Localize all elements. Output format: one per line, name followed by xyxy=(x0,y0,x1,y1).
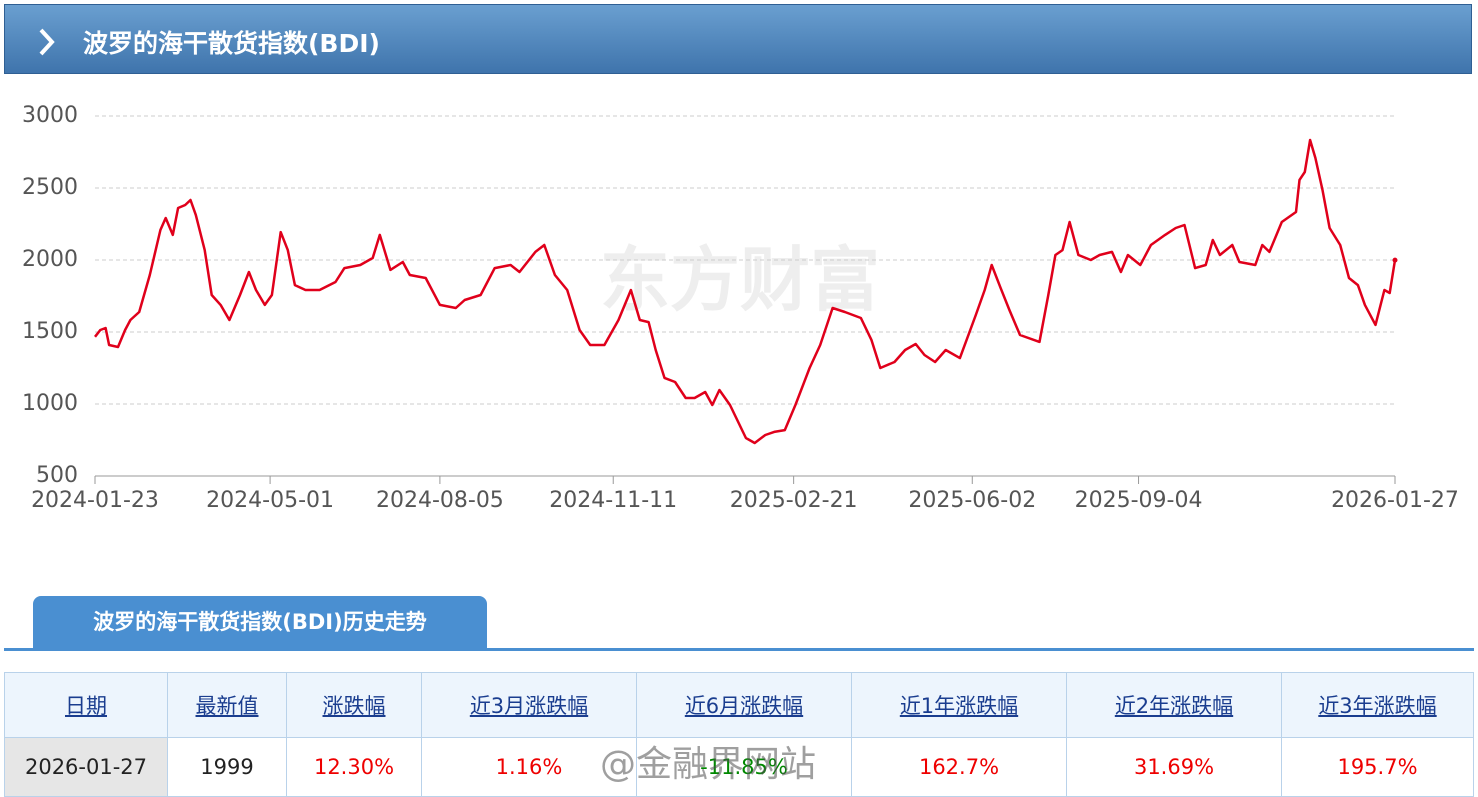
chevron-icon xyxy=(39,28,55,56)
column-header[interactable]: 近6月涨跌幅 xyxy=(636,672,852,738)
cell: 1999 xyxy=(167,737,287,797)
cell: 31.69% xyxy=(1066,737,1282,797)
data-row: 2026-01-27 1999 12.30% 1.16% -11.85% 162… xyxy=(4,737,1474,797)
column-header[interactable]: 最新值 xyxy=(167,672,287,738)
last-point xyxy=(1392,257,1398,263)
column-header[interactable]: 涨跌幅 xyxy=(286,672,422,738)
column-header[interactable]: 近2年涨跌幅 xyxy=(1066,672,1282,738)
x-tick-label: 2025-02-21 xyxy=(730,488,858,513)
y-tick-label: 1500 xyxy=(22,319,78,344)
tab[interactable]: 波罗的海干散货指数(BDI)历史走势 xyxy=(33,596,487,649)
line xyxy=(94,138,1397,445)
cell: 162.7% xyxy=(851,737,1067,797)
y-tick-label: 3000 xyxy=(22,103,78,128)
y-tick-label: 1000 xyxy=(22,391,78,416)
history-table: 日期 最新值 涨跌幅 近3月涨跌幅 近6月涨跌幅 近1年涨跌幅 近2年涨跌幅 近… xyxy=(4,672,1474,797)
x-tick-label: 2024-08-05 xyxy=(376,488,504,513)
y-tick-label: 2500 xyxy=(22,175,78,200)
y-tick-label: 2000 xyxy=(22,247,78,272)
x-tick-label: 2024-11-11 xyxy=(549,488,677,513)
cell: -11.85% xyxy=(636,737,852,797)
x-tick-label: 2024-01-23 xyxy=(31,488,159,513)
y-tick-label: 500 xyxy=(36,463,78,488)
x-tick-label: 2024-05-01 xyxy=(206,488,334,513)
cell: 1.16% xyxy=(421,737,637,797)
cell: 2026-01-27 xyxy=(4,737,168,797)
tab-underline xyxy=(4,648,1474,651)
column-header[interactable]: 近3月涨跌幅 xyxy=(421,672,637,738)
header-title: 波罗的海干散货指数(BDI) xyxy=(83,29,380,58)
x-tick-label: 2025-09-04 xyxy=(1075,488,1203,513)
cell: 195.7% xyxy=(1281,737,1474,797)
cell: 12.30% xyxy=(286,737,422,797)
x-tick-label: 2026-01-27 xyxy=(1331,488,1459,513)
column-header[interactable]: 近3年涨跌幅 xyxy=(1281,672,1474,738)
header-row: 日期 最新值 涨跌幅 近3月涨跌幅 近6月涨跌幅 近1年涨跌幅 近2年涨跌幅 近… xyxy=(4,672,1474,738)
x-tick-label: 2025-06-02 xyxy=(908,488,1036,513)
overlay-watermark: @金融界网站 xyxy=(600,744,817,785)
column-header[interactable]: 近1年涨跌幅 xyxy=(851,672,1067,738)
header-bar: 波罗的海干散货指数(BDI) xyxy=(4,4,1472,74)
column-header[interactable]: 日期 xyxy=(4,672,168,738)
